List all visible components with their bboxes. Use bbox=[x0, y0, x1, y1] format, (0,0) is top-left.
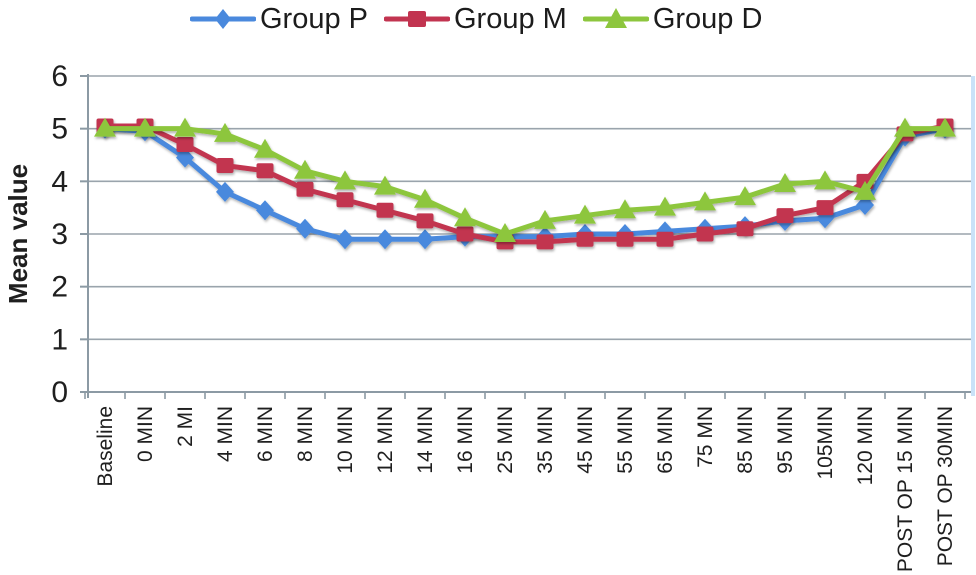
svg-text:45 MIN: 45 MIN bbox=[574, 406, 597, 474]
series-group-d bbox=[94, 117, 956, 242]
y-axis-labels: 0 1 2 3 4 5 6 bbox=[51, 60, 68, 409]
svg-text:35 MIN: 35 MIN bbox=[534, 406, 557, 474]
svg-text:95 MIN: 95 MIN bbox=[774, 406, 797, 474]
chart-legend: Group P Group M Group D bbox=[190, 0, 762, 38]
svg-text:1: 1 bbox=[51, 323, 68, 356]
svg-text:12 MIN: 12 MIN bbox=[374, 406, 397, 474]
svg-text:2: 2 bbox=[51, 271, 68, 304]
svg-text:3: 3 bbox=[51, 218, 68, 251]
svg-text:16 MIN: 16 MIN bbox=[454, 406, 477, 474]
x-axis-labels: Baseline 0 MIN 2 MI 4 MIN 6 MIN 8 MIN 10 MIN 12… bbox=[94, 406, 957, 572]
svg-text:55 MIN: 55 MIN bbox=[614, 406, 637, 474]
svg-text:6: 6 bbox=[51, 60, 68, 93]
legend-label-group-m: Group M bbox=[454, 2, 567, 35]
svg-text:POST OP 30MIN: POST OP 30MIN bbox=[934, 406, 957, 566]
svg-text:0 MIN: 0 MIN bbox=[134, 406, 157, 462]
legend-item-group-m: Group M bbox=[384, 3, 567, 35]
group-m-square-icon bbox=[384, 11, 450, 27]
svg-text:10 MIN: 10 MIN bbox=[334, 406, 357, 474]
gridlines bbox=[88, 75, 971, 341]
svg-text:85 MIN: 85 MIN bbox=[734, 406, 757, 474]
svg-text:6 MIN: 6 MIN bbox=[254, 406, 277, 462]
svg-text:4: 4 bbox=[51, 165, 68, 198]
axis-glow bbox=[81, 96, 971, 402]
legend-label-group-p: Group P bbox=[260, 2, 368, 35]
svg-text:5: 5 bbox=[51, 113, 68, 146]
legend-item-group-p: Group P bbox=[190, 3, 368, 35]
svg-text:4 MIN: 4 MIN bbox=[214, 406, 237, 462]
svg-text:14 MIN: 14 MIN bbox=[414, 406, 437, 474]
svg-text:2 MI: 2 MI bbox=[174, 406, 197, 447]
svg-text:75 MN: 75 MN bbox=[694, 406, 717, 468]
y-axis-title: Mean value bbox=[3, 164, 33, 304]
svg-text:0: 0 bbox=[51, 376, 68, 409]
svg-text:65 MIN: 65 MIN bbox=[654, 406, 677, 474]
svg-text:120 MIN: 120 MIN bbox=[854, 406, 877, 485]
svg-text:POST OP 15 MIN: POST OP 15 MIN bbox=[894, 406, 917, 572]
svg-text:105MIN: 105MIN bbox=[814, 406, 837, 480]
axes bbox=[80, 74, 971, 399]
legend-item-group-d: Group D bbox=[582, 2, 763, 35]
svg-text:25 MIN: 25 MIN bbox=[494, 406, 517, 474]
svg-text:8 MIN: 8 MIN bbox=[294, 406, 317, 462]
legend-label-group-d: Group D bbox=[652, 2, 763, 35]
group-d-triangle-icon bbox=[582, 8, 649, 28]
svg-text:Baseline: Baseline bbox=[94, 406, 117, 487]
group-p-diamond-icon bbox=[190, 9, 256, 29]
